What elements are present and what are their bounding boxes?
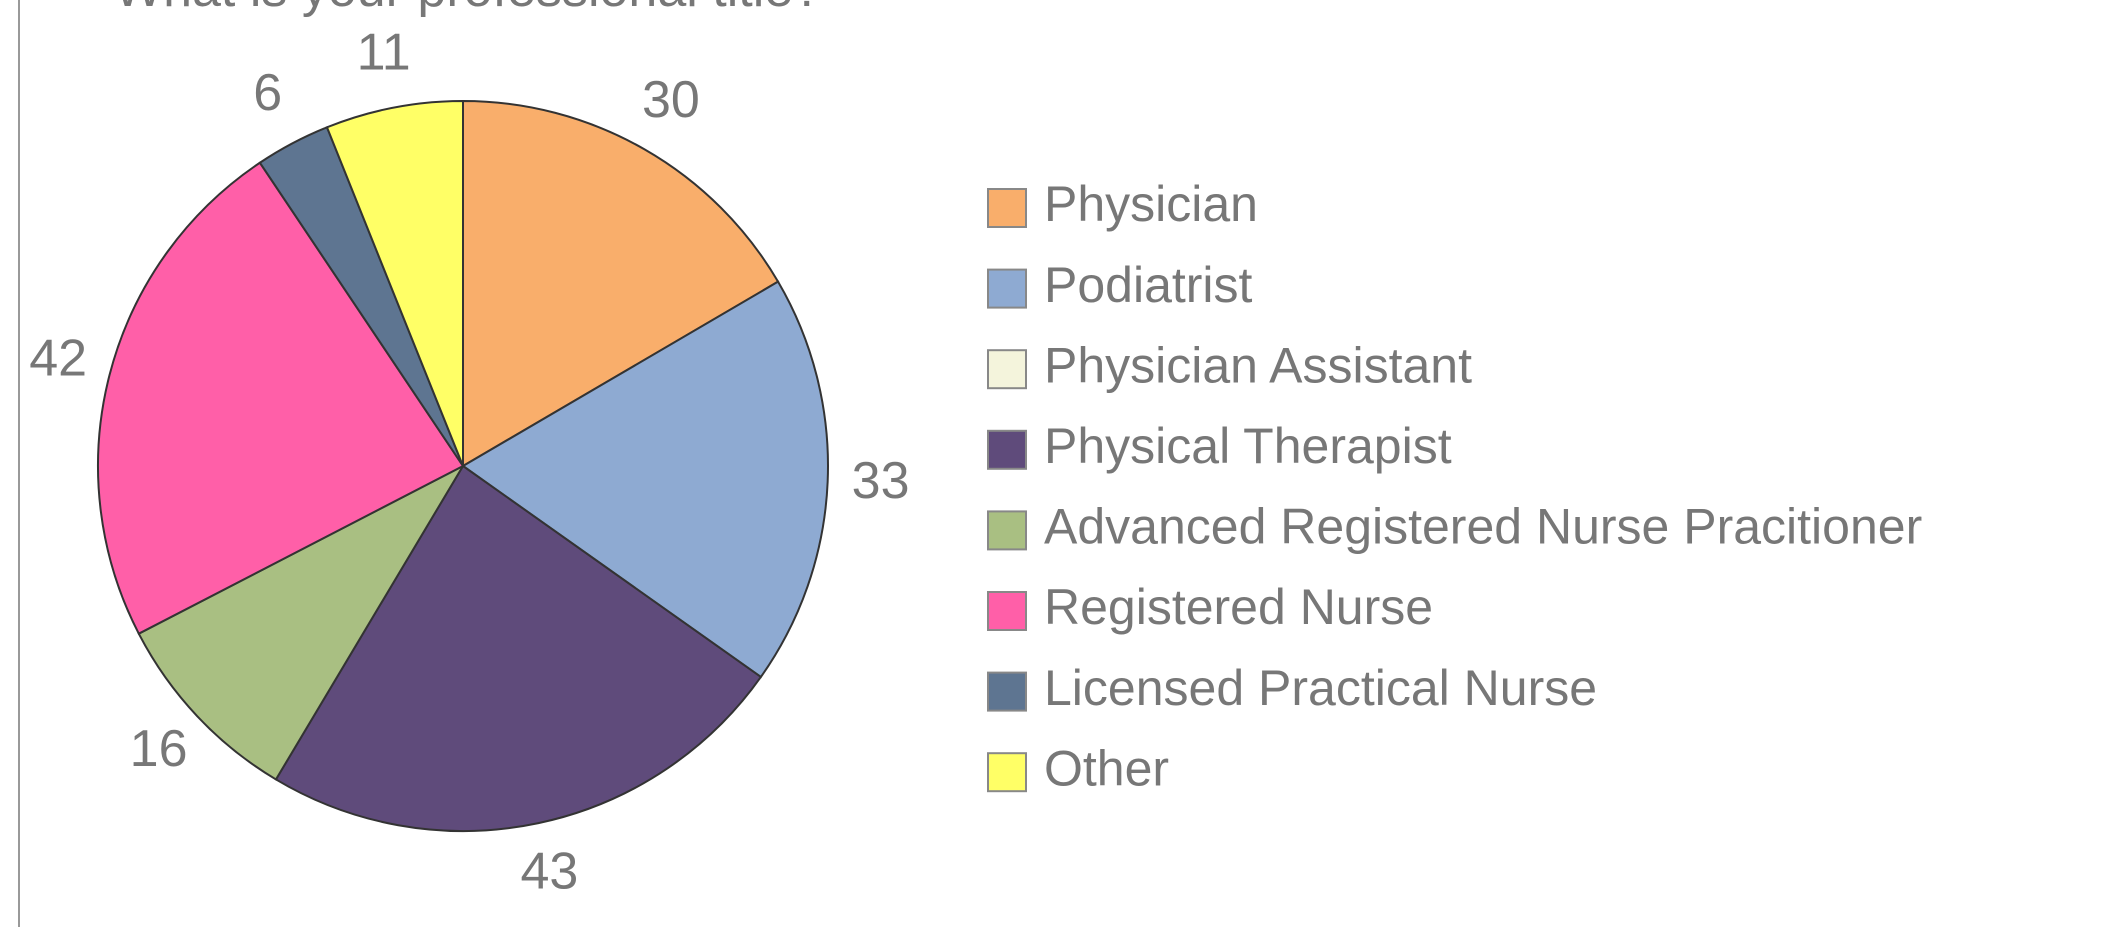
chart-title: What is your professional title? <box>114 0 822 18</box>
pie-slice <box>325 99 464 467</box>
legend-swatch <box>987 349 1027 390</box>
legend-swatch <box>987 510 1027 551</box>
pie-slice <box>462 99 780 468</box>
legend-label: Physical Therapist <box>1044 418 1452 474</box>
data-label: 30 <box>642 71 700 129</box>
pie-slice <box>274 464 763 832</box>
legend-label: Advanced Registered Nurse Pracitioner <box>1044 499 1922 555</box>
data-label: 42 <box>29 330 87 388</box>
pie-slice <box>461 280 829 679</box>
legend-label: Physician Assistant <box>1044 337 1472 393</box>
legend-label: Other <box>1044 740 1169 796</box>
data-label: 16 <box>130 720 188 778</box>
legend-swatch <box>987 591 1027 631</box>
legend-label: Physician <box>1044 176 1258 232</box>
data-label: 11 <box>357 23 411 81</box>
pie-slice <box>137 463 466 781</box>
pie-slice <box>97 161 465 636</box>
legend-swatch <box>987 188 1027 228</box>
legend-swatch <box>987 671 1027 712</box>
legend-label: Registered Nurse <box>1044 579 1433 635</box>
data-label: 43 <box>521 843 579 901</box>
legend-swatch <box>987 429 1027 470</box>
legend-swatch <box>987 268 1027 309</box>
data-label: 6 <box>253 64 282 122</box>
legend-swatch <box>987 752 1027 793</box>
legend-label: Licensed Practical Nurse <box>1044 660 1597 716</box>
data-label: 33 <box>852 452 910 510</box>
legend-label: Podiatrist <box>1044 257 1253 313</box>
